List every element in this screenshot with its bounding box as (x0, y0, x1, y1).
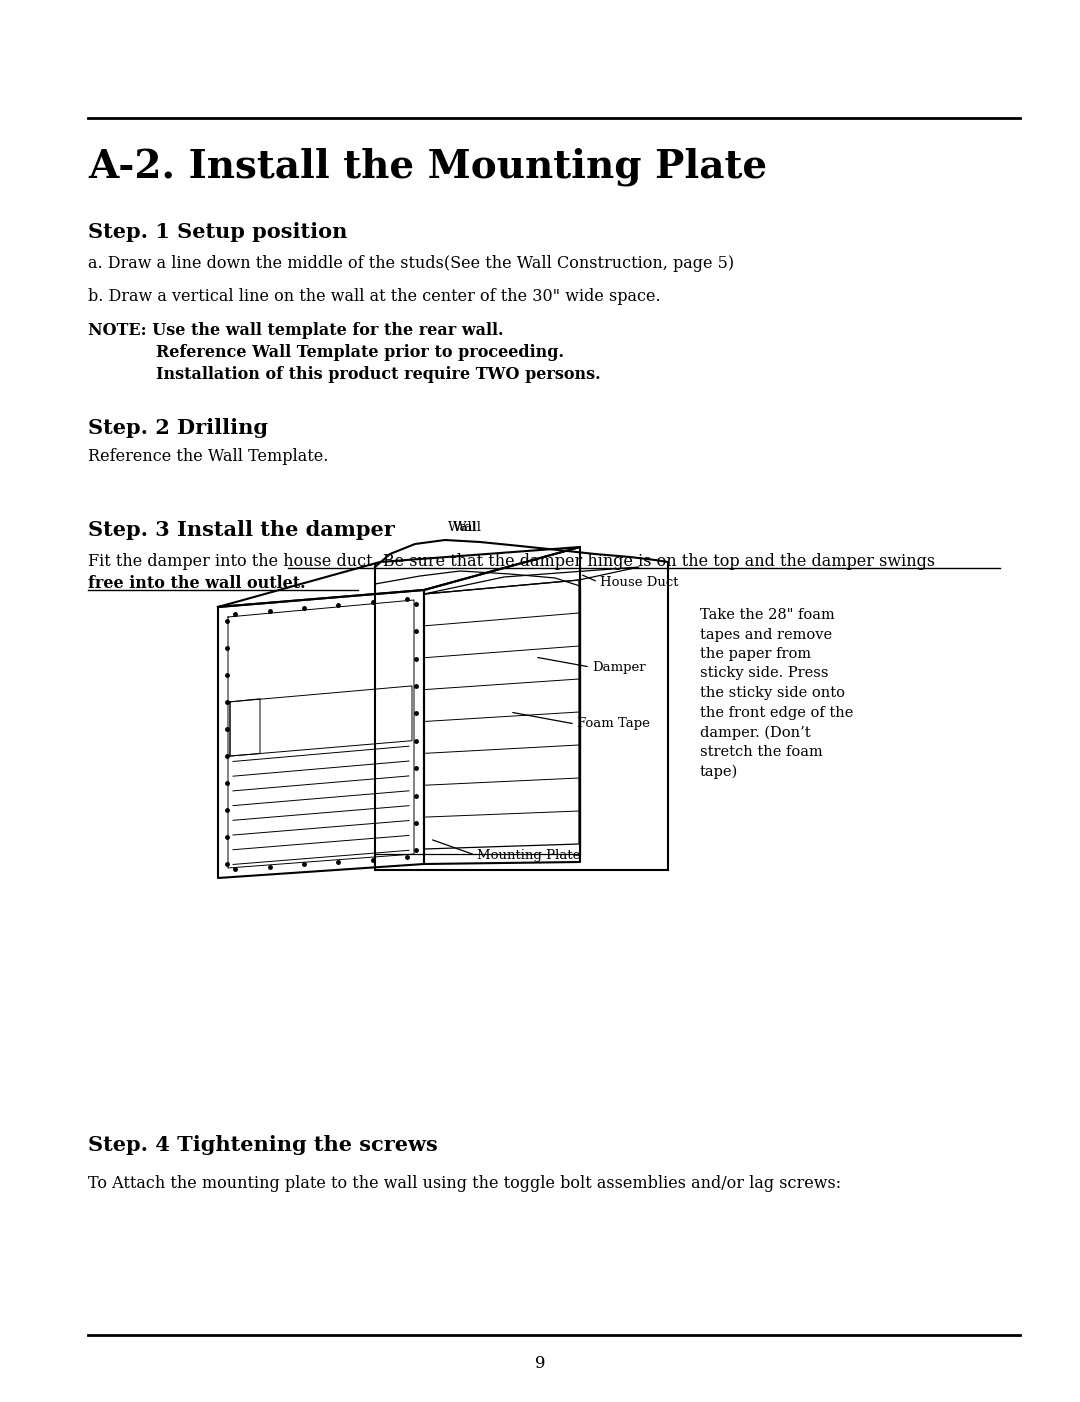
Text: A-2. Install the Mounting Plate: A-2. Install the Mounting Plate (87, 149, 767, 186)
Text: b. Draw a vertical line on the wall at the center of the 30" wide space.: b. Draw a vertical line on the wall at t… (87, 287, 661, 306)
Text: Fit the damper into the house duct. Be sure that the damper hinge is on the top : Fit the damper into the house duct. Be s… (87, 552, 935, 571)
Text: To Attach the mounting plate to the wall using the toggle bolt assemblies and/or: To Attach the mounting plate to the wall… (87, 1175, 841, 1192)
Text: Step. 4 Tightening the screws: Step. 4 Tightening the screws (87, 1136, 437, 1155)
Text: Installation of this product require TWO persons.: Installation of this product require TWO… (156, 366, 600, 383)
Text: Mounting Plate: Mounting Plate (477, 848, 580, 861)
Text: Damper: Damper (592, 660, 646, 673)
Text: Step. 3 Install the damper: Step. 3 Install the damper (87, 520, 395, 540)
Text: Reference the Wall Template.: Reference the Wall Template. (87, 449, 328, 465)
Text: Wall: Wall (453, 522, 482, 534)
Text: 9: 9 (535, 1354, 545, 1373)
Text: Reference Wall Template prior to proceeding.: Reference Wall Template prior to proceed… (156, 343, 564, 360)
Text: Step. 2 Drilling: Step. 2 Drilling (87, 418, 268, 437)
Text: a. Draw a line down the middle of the studs(See the Wall Construction, page 5): a. Draw a line down the middle of the st… (87, 255, 734, 272)
Text: Step. 1 Setup position: Step. 1 Setup position (87, 222, 348, 243)
Text: House Duct: House Duct (600, 575, 678, 589)
Text: NOTE: Use the wall template for the rear wall.: NOTE: Use the wall template for the rear… (87, 322, 503, 339)
Text: Take the 28" foam
tapes and remove
the paper from
sticky side. Press
the sticky : Take the 28" foam tapes and remove the p… (700, 608, 853, 780)
Text: Wall: Wall (448, 522, 477, 534)
Text: Foam Tape: Foam Tape (577, 718, 650, 730)
Text: free into the wall outlet.: free into the wall outlet. (87, 575, 306, 592)
